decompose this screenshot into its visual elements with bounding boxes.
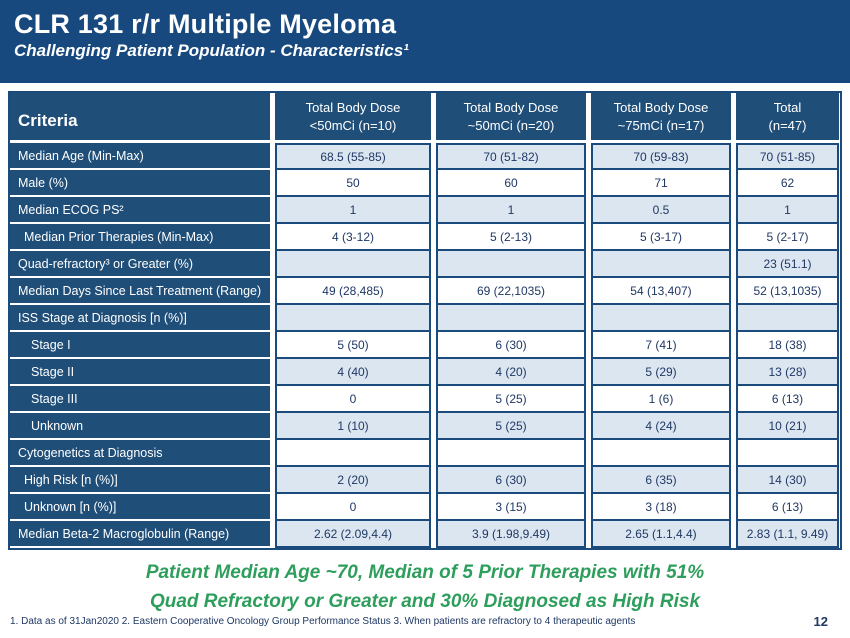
row-label-cell: High Risk [n (%)] [10, 467, 270, 494]
footnote: 1. Data as of 31Jan2020 2. Eastern Coope… [10, 616, 636, 627]
data-cell: 69 (22,1035) [436, 278, 586, 305]
data-cell: 3.9 (1.98,9.49) [436, 521, 586, 548]
row-label-cell: Stage III [10, 386, 270, 413]
data-cell: 2.62 (2.09,4.4) [275, 521, 431, 548]
row-label-cell: Cytogenetics at Diagnosis [10, 440, 270, 467]
data-cell: 2.83 (1.1, 9.49) [736, 521, 839, 548]
data-cell: 18 (38) [736, 332, 839, 359]
row-label-cell: Median Age (Min-Max) [10, 143, 270, 170]
data-cell: 2 (20) [275, 467, 431, 494]
page-number: 12 [813, 614, 828, 629]
data-cell [736, 305, 839, 332]
data-cell [275, 251, 431, 278]
criteria-header-cell: Criteria [10, 93, 270, 143]
characteristics-table: Criteria Total Body Dose <50mCi (n=10) Tota… [8, 91, 842, 550]
data-cell: 1 (6) [591, 386, 731, 413]
data-cell [275, 305, 431, 332]
row-label-cell: Median ECOG PS² [10, 197, 270, 224]
data-cell: 1 [736, 197, 839, 224]
row-label-cell: Quad-refractory³ or Greater (%) [10, 251, 270, 278]
data-cell [275, 440, 431, 467]
column-header-line1: Criteria [18, 111, 78, 131]
data-cell: 5 (25) [436, 413, 586, 440]
data-cell: 5 (2-17) [736, 224, 839, 251]
data-cell [436, 305, 586, 332]
data-cell: 62 [736, 170, 839, 197]
row-label-cell: Unknown [n (%)] [10, 494, 270, 521]
data-cell: 6 (35) [591, 467, 731, 494]
data-cell: 1 (10) [275, 413, 431, 440]
data-cell: 60 [436, 170, 586, 197]
column-header-line1: Total Body Dose [305, 99, 401, 115]
row-label-cell: Male (%) [10, 170, 270, 197]
data-cell: 6 (30) [436, 467, 586, 494]
data-cell: 4 (24) [591, 413, 731, 440]
data-cell: 6 (13) [736, 386, 839, 413]
data-cell: 5 (3-17) [591, 224, 731, 251]
data-cell [591, 305, 731, 332]
data-cell: 70 (51-85) [736, 143, 839, 170]
slide-header: CLR 131 r/r Multiple Myeloma Challenging… [0, 0, 850, 83]
column-header-line1: Total Body Dose [463, 99, 559, 115]
row-label-cell: Stage I [10, 332, 270, 359]
data-cell: 0.5 [591, 197, 731, 224]
data-cell: 5 (25) [436, 386, 586, 413]
data-cell: 49 (28,485) [275, 278, 431, 305]
column-header-cell: Total Body Dose ~75mCi (n=17) [591, 93, 731, 143]
column-header-cell: Total Body Dose ~50mCi (n=20) [436, 93, 586, 143]
column-header-line1: Total Body Dose [613, 99, 709, 115]
row-label-cell: Unknown [10, 413, 270, 440]
summary-line-2: Quad Refractory or Greater and 30% Diagn… [149, 591, 701, 613]
data-cell: 54 (13,407) [591, 278, 731, 305]
data-cell [436, 440, 586, 467]
data-cell: 5 (29) [591, 359, 731, 386]
column-header-cell: Total (n=47) [736, 93, 839, 143]
data-cell: 4 (20) [436, 359, 586, 386]
data-cell: 70 (59-83) [591, 143, 731, 170]
row-label-cell: Stage II [10, 359, 270, 386]
data-cell [736, 440, 839, 467]
row-label-cell: ISS Stage at Diagnosis [n (%)] [10, 305, 270, 332]
slide-subtitle: Challenging Patient Population - Charact… [14, 41, 409, 60]
row-label-cell: Median Beta-2 Macroglobulin (Range) [10, 521, 270, 548]
data-cell: 3 (18) [591, 494, 731, 521]
column-header-line2: (n=47) [768, 117, 807, 133]
data-cell: 71 [591, 170, 731, 197]
column-header-line1: Total [773, 99, 802, 115]
data-cell: 4 (40) [275, 359, 431, 386]
summary-line-1: Patient Median Age ~70, Median of 5 Prio… [145, 562, 705, 583]
data-cell: 50 [275, 170, 431, 197]
column-header-line2: ~50mCi (n=20) [467, 117, 555, 133]
data-cell: 10 (21) [736, 413, 839, 440]
data-cell: 0 [275, 386, 431, 413]
data-cell: 2.65 (1.1,4.4) [591, 521, 731, 548]
data-cell: 0 [275, 494, 431, 521]
data-cell: 6 (13) [736, 494, 839, 521]
column-header-cell: Total Body Dose <50mCi (n=10) [275, 93, 431, 143]
data-cell: 52 (13,1035) [736, 278, 839, 305]
data-cell: 5 (50) [275, 332, 431, 359]
data-cell [591, 440, 731, 467]
data-cell: 23 (51.1) [736, 251, 839, 278]
data-cell: 1 [436, 197, 586, 224]
row-label-cell: Median Days Since Last Treatment (Range) [10, 278, 270, 305]
column-header-line2: ~75mCi (n=17) [617, 117, 705, 133]
data-cell [591, 251, 731, 278]
data-cell: 70 (51-82) [436, 143, 586, 170]
data-cell: 3 (15) [436, 494, 586, 521]
data-cell: 6 (30) [436, 332, 586, 359]
data-cell: 14 (30) [736, 467, 839, 494]
slide-title: CLR 131 r/r Multiple Myeloma [14, 9, 397, 39]
data-cell: 13 (28) [736, 359, 839, 386]
data-cell: 7 (41) [591, 332, 731, 359]
data-cell [436, 251, 586, 278]
data-cell: 4 (3-12) [275, 224, 431, 251]
row-label-cell: Median Prior Therapies (Min-Max) [10, 224, 270, 251]
data-cell: 1 [275, 197, 431, 224]
summary-statement: Patient Median Age ~70, Median of 5 Prio… [0, 558, 850, 617]
column-header-line2: <50mCi (n=10) [309, 117, 397, 133]
data-cell: 5 (2-13) [436, 224, 586, 251]
data-cell: 68.5 (55-85) [275, 143, 431, 170]
